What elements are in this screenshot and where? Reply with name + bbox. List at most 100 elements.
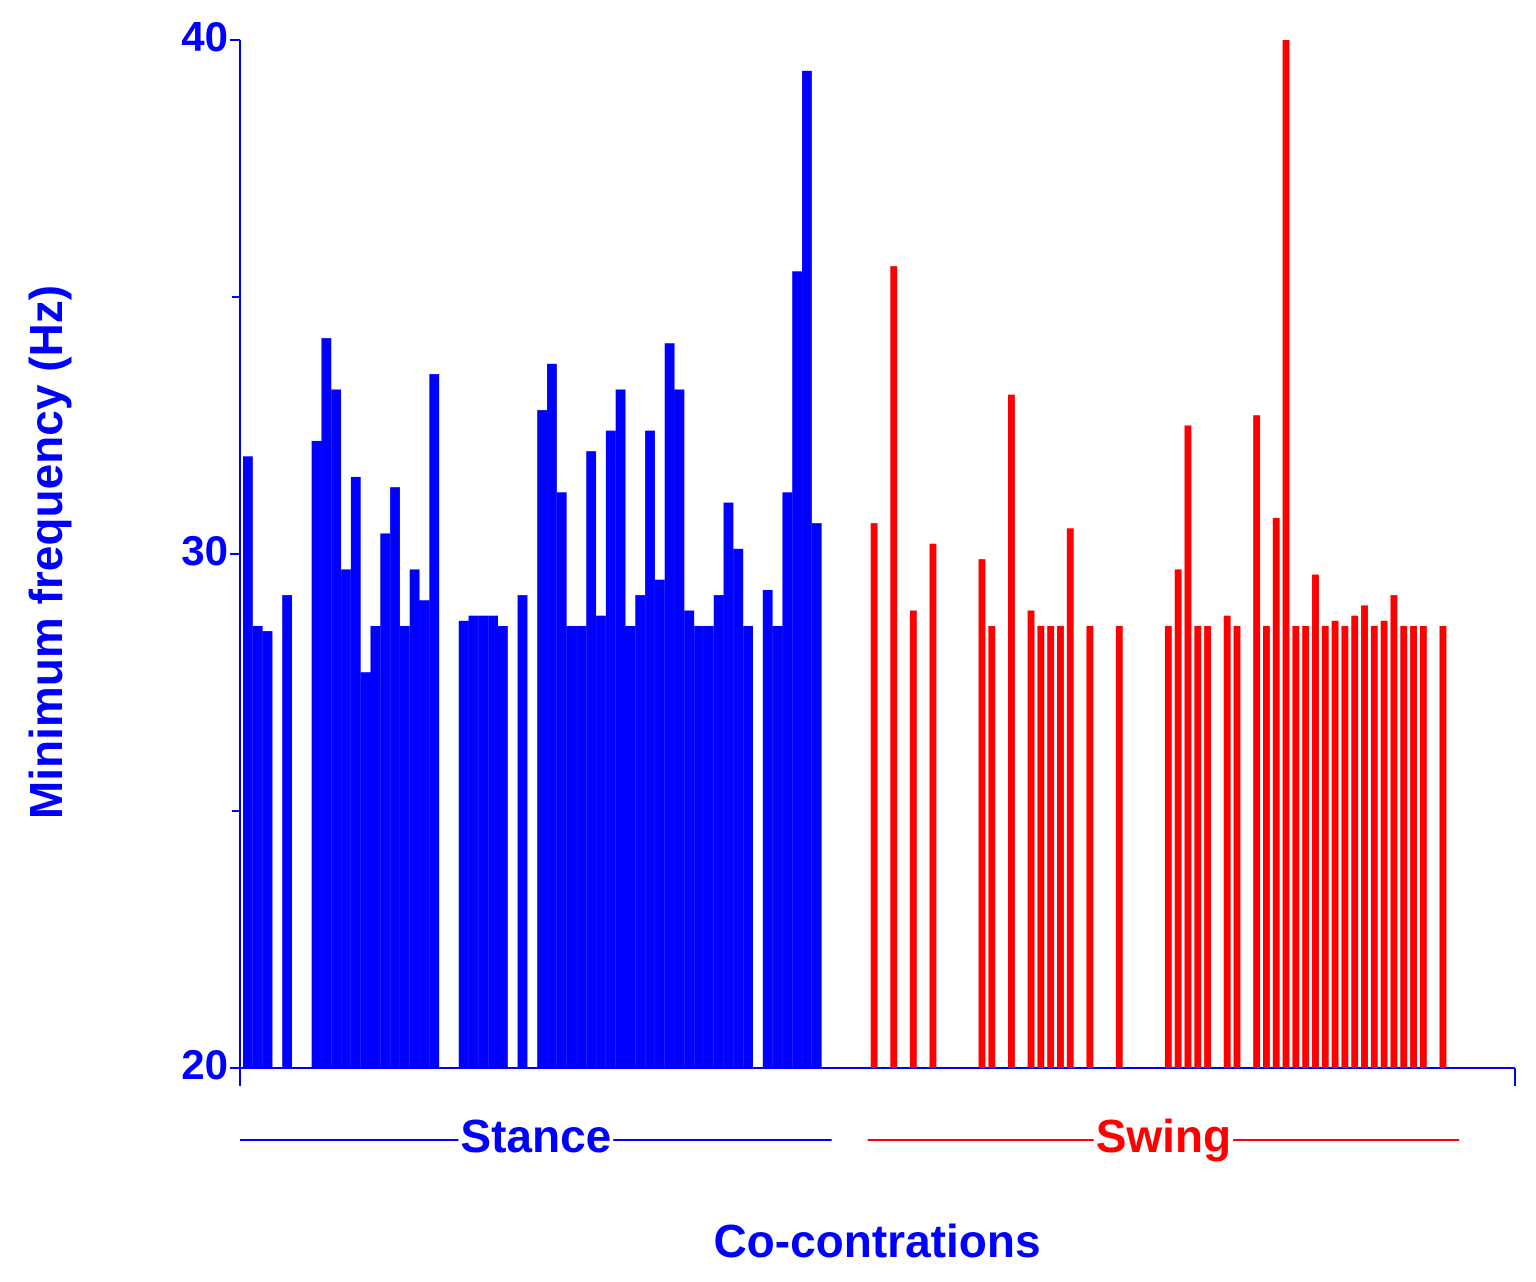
bar [341, 569, 351, 1068]
bar [1253, 415, 1261, 1069]
bar [988, 625, 996, 1068]
bar [1204, 625, 1212, 1068]
y-tick-label: 40 [181, 13, 228, 60]
bar [1027, 610, 1035, 1068]
bar [596, 615, 606, 1068]
bar [537, 410, 548, 1069]
bar [713, 595, 724, 1068]
bar [890, 266, 898, 1068]
bar [654, 579, 665, 1068]
bar [311, 440, 322, 1068]
y-tick-label: 20 [181, 1041, 228, 1088]
bar [321, 338, 332, 1068]
y-tick-label: 30 [181, 527, 228, 574]
bar [664, 343, 675, 1068]
bar [1174, 569, 1182, 1068]
bar [870, 523, 878, 1068]
bar [1037, 625, 1045, 1068]
bar [331, 389, 342, 1068]
bar [478, 615, 489, 1068]
bar [1321, 625, 1329, 1068]
bar [517, 595, 528, 1068]
bar [262, 631, 273, 1068]
bar [1351, 615, 1359, 1068]
bar [429, 374, 440, 1069]
bar [1115, 625, 1123, 1068]
y-axis-title: Minimum frequency (Hz) [20, 285, 72, 819]
bar [635, 595, 646, 1068]
bar [380, 533, 391, 1068]
bar [556, 492, 567, 1068]
bar [370, 625, 381, 1068]
bar [625, 625, 636, 1068]
bar [929, 543, 937, 1068]
bar [909, 610, 917, 1068]
group-label-bg [458, 1136, 614, 1144]
bar [488, 615, 498, 1068]
bar [399, 625, 410, 1068]
bar [566, 625, 577, 1068]
bar [1057, 625, 1064, 1068]
bar [978, 559, 986, 1068]
bar [409, 569, 420, 1068]
bar [1390, 595, 1398, 1068]
bar [723, 502, 734, 1069]
bar [586, 451, 597, 1068]
bar [1086, 625, 1094, 1068]
bar [782, 492, 793, 1068]
bar [733, 548, 744, 1068]
bar [458, 620, 469, 1068]
bar [1164, 625, 1172, 1068]
bar [1439, 625, 1447, 1068]
bar [282, 595, 293, 1068]
group-label: Stance [460, 1110, 611, 1162]
bar [684, 610, 695, 1068]
bar [1380, 620, 1388, 1068]
bar [605, 430, 616, 1068]
bar [498, 625, 508, 1068]
bar [547, 363, 557, 1068]
bar [743, 625, 753, 1068]
bar [1184, 425, 1192, 1068]
bar [645, 430, 655, 1068]
bar [1302, 625, 1310, 1068]
bar [1066, 528, 1074, 1068]
bar [243, 456, 253, 1069]
bar [694, 625, 704, 1068]
bar [1331, 620, 1339, 1068]
group-label: Swing [1096, 1110, 1231, 1162]
bar [1008, 394, 1015, 1068]
bar [1233, 625, 1241, 1068]
bar [1282, 40, 1290, 1068]
bar [576, 625, 587, 1068]
bar [802, 70, 812, 1069]
x-axis-title: Co-contrations [713, 1215, 1040, 1267]
bar [1263, 625, 1270, 1068]
bar [1312, 574, 1319, 1068]
bar [615, 389, 626, 1068]
bar [468, 615, 479, 1068]
bar [674, 389, 685, 1068]
bar [1341, 625, 1349, 1068]
bar [1361, 605, 1368, 1068]
bar [1223, 615, 1231, 1068]
bar [419, 600, 430, 1068]
bar [1419, 625, 1427, 1068]
bar [792, 271, 803, 1068]
bar [703, 625, 714, 1068]
bar [360, 672, 371, 1068]
bar [1410, 625, 1417, 1068]
bar [350, 476, 361, 1068]
bar [762, 589, 773, 1068]
bar [1400, 625, 1408, 1068]
bar [1370, 625, 1378, 1068]
bar [811, 523, 822, 1068]
bar [252, 625, 263, 1068]
group-label-bg [1093, 1136, 1234, 1144]
bar [1047, 625, 1055, 1068]
bar [1194, 625, 1202, 1068]
bar [1292, 625, 1300, 1068]
bar [1272, 518, 1280, 1068]
bar [772, 625, 783, 1068]
